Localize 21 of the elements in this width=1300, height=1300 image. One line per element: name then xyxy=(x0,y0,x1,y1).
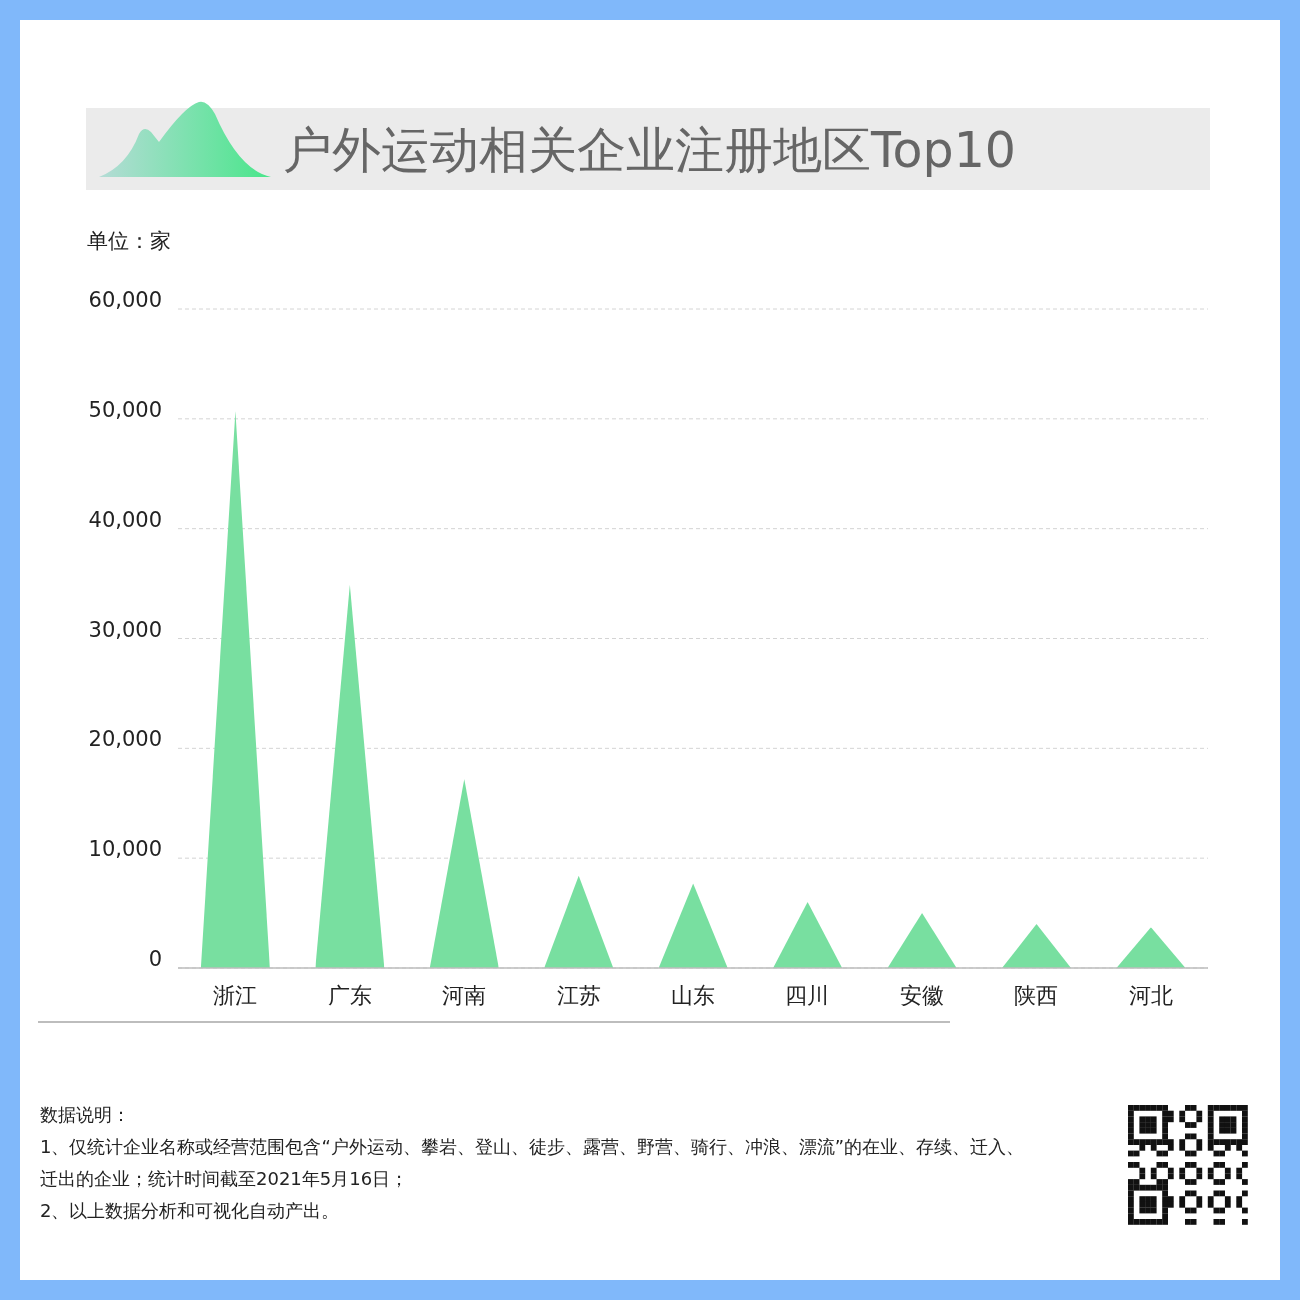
text: 数据说明： xyxy=(40,1103,131,1127)
x-tick-label: 河北 xyxy=(1128,982,1173,1008)
y-tick-label: 30,000 xyxy=(88,617,162,642)
x-tick-label: 广东 xyxy=(327,982,372,1008)
y-tick-label: 0 xyxy=(148,947,162,971)
x-tick-label: 四川 xyxy=(785,982,830,1008)
x-tick-label: 江苏 xyxy=(556,982,601,1008)
x-tick-label: 山东 xyxy=(671,982,715,1008)
chart-title: 户外运动相关企业注册地区Top10 xyxy=(283,121,1017,181)
x-tick-label: 浙江 xyxy=(213,982,258,1008)
text: 2、以上数据分析和可视化自动产出。 xyxy=(40,1199,341,1223)
y-tick-label: 10,000 xyxy=(88,837,162,862)
x-tick-label: 河南 xyxy=(442,982,487,1008)
y-tick-label: 20,000 xyxy=(88,727,162,752)
y-axis-title: 单位：家 xyxy=(87,228,171,255)
y-tick-label: 40,000 xyxy=(88,507,162,532)
y-tick-label: 50,000 xyxy=(88,397,162,422)
x-tick-label: 安徽 xyxy=(899,982,944,1008)
y-tick-label: 60,000 xyxy=(88,288,162,312)
text: 1、仅统计企业名称或经营范围包含“户外运动、攀岩、登山、徒步、露营、野营、骑行、冲浪、漂流”的在业、存续、迁入、迁出的企业；统计时间截至2021年5月16日； xyxy=(40,1135,1026,1191)
x-tick-label: 陕西 xyxy=(1014,982,1059,1008)
